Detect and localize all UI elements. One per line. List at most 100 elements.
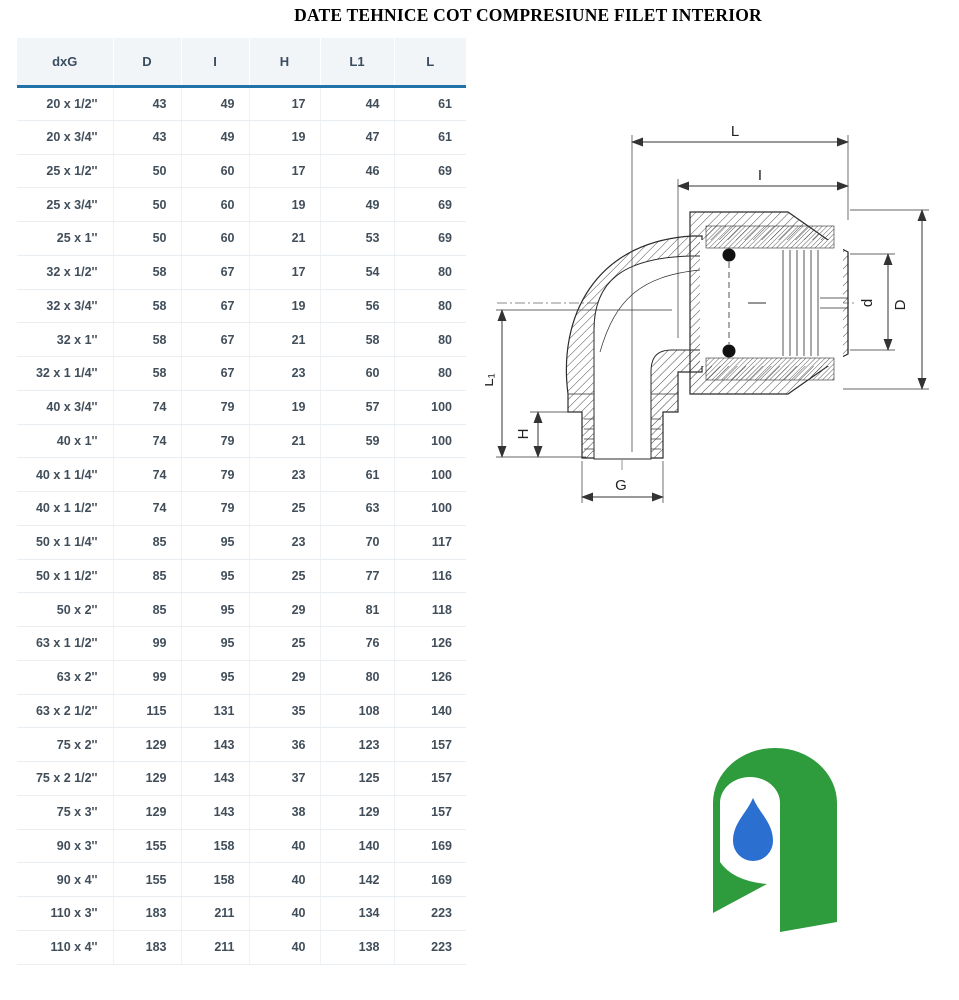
table-cell: 80 <box>319 660 394 695</box>
table-cell: 20 x 1/2'' <box>17 86 113 121</box>
table-cell: 158 <box>180 829 249 864</box>
table-row: 32 x 1 1/4'' 58 67 23 60 80 <box>17 356 466 391</box>
table-cell: 95 <box>180 525 249 560</box>
table-cell: 100 <box>393 390 466 425</box>
dim-label-I: I <box>758 167 762 184</box>
table-cell: 50 x 1 1/2'' <box>17 559 113 594</box>
table-cell: 40 x 3/4'' <box>17 390 113 425</box>
table-cell: 19 <box>248 289 320 324</box>
table-cell: 74 <box>112 491 181 526</box>
table-cell: 108 <box>319 694 394 729</box>
table-cell: 23 <box>248 457 320 492</box>
table-cell: 57 <box>319 390 394 425</box>
table-cell: 115 <box>112 694 181 729</box>
table-row: 25 x 1'' 50 60 21 53 69 <box>17 221 466 256</box>
table-cell: 43 <box>112 120 181 155</box>
table-cell: 61 <box>319 457 394 492</box>
table-cell: 49 <box>180 86 249 121</box>
table-cell: 43 <box>112 86 181 121</box>
table-cell: 183 <box>112 930 181 965</box>
table-cell: 23 <box>248 525 320 560</box>
dim-label-d: d <box>859 299 876 307</box>
table-cell: 63 x 2'' <box>17 660 113 695</box>
table-cell: 40 x 1'' <box>17 424 113 459</box>
table-cell: 50 x 2'' <box>17 592 113 627</box>
table-cell: 85 <box>112 559 181 594</box>
header-cell: D <box>112 38 181 88</box>
table-row: 50 x 2'' 85 95 29 81 118 <box>17 592 466 627</box>
table-cell: 80 <box>393 322 466 357</box>
table-cell: 223 <box>393 896 466 931</box>
table-cell: 19 <box>248 187 320 222</box>
table-cell: 38 <box>248 795 320 830</box>
table-cell: 53 <box>319 221 394 256</box>
table-cell: 47 <box>319 120 394 155</box>
table-cell: 99 <box>112 626 181 661</box>
table-cell: 125 <box>319 761 394 796</box>
table-cell: 110 x 4'' <box>17 930 113 965</box>
table-cell: 143 <box>180 727 249 762</box>
table-row: 32 x 1'' 58 67 21 58 80 <box>17 322 466 357</box>
table-cell: 70 <box>319 525 394 560</box>
dim-label-D: D <box>892 299 909 310</box>
table-cell: 58 <box>319 322 394 357</box>
table-row: 20 x 1/2'' 43 49 17 44 61 <box>17 86 466 121</box>
table-row: 40 x 1 1/4'' 74 79 23 61 100 <box>17 457 466 492</box>
table-cell: 35 <box>248 694 320 729</box>
table-cell: 40 <box>248 862 320 897</box>
table-cell: 46 <box>319 154 394 189</box>
table-cell: 95 <box>180 559 249 594</box>
table-row: 50 x 1 1/4'' 85 95 23 70 117 <box>17 525 466 560</box>
table-row: 75 x 2 1/2'' 129 143 37 125 157 <box>17 761 466 796</box>
table-cell: 50 <box>112 187 181 222</box>
table-cell: 40 <box>248 930 320 965</box>
table-cell: 19 <box>248 390 320 425</box>
table-cell: 99 <box>112 660 181 695</box>
table-cell: 25 <box>248 491 320 526</box>
table-cell: 157 <box>393 761 466 796</box>
dim-label-L1: L₁ <box>485 373 497 386</box>
table-cell: 80 <box>393 356 466 391</box>
dimension-lines <box>496 135 929 503</box>
o-ring-top <box>722 248 736 262</box>
table-cell: 59 <box>319 424 394 459</box>
header-cell: H <box>248 38 320 88</box>
table-cell: 63 x 1 1/2'' <box>17 626 113 661</box>
table-cell: 116 <box>393 559 466 594</box>
table-cell: 67 <box>180 255 249 290</box>
o-ring-bottom <box>722 344 736 358</box>
table-cell: 23 <box>248 356 320 391</box>
table-cell: 158 <box>180 862 249 897</box>
table-cell: 44 <box>319 86 394 121</box>
table-cell: 117 <box>393 525 466 560</box>
table-cell: 17 <box>248 86 320 121</box>
table-cell: 40 <box>248 829 320 864</box>
table-cell: 169 <box>393 862 466 897</box>
table-cell: 40 <box>248 896 320 931</box>
table-cell: 100 <box>393 491 466 526</box>
table-cell: 67 <box>180 322 249 357</box>
table-cell: 79 <box>180 491 249 526</box>
table-cell: 79 <box>180 424 249 459</box>
table-cell: 32 x 1'' <box>17 322 113 357</box>
table-cell: 54 <box>319 255 394 290</box>
table-cell: 61 <box>393 120 466 155</box>
table-cell: 36 <box>248 727 320 762</box>
table-row: 20 x 3/4'' 43 49 19 47 61 <box>17 120 466 155</box>
table-cell: 126 <box>393 660 466 695</box>
table-header: dxG D I H L1 L <box>17 38 466 88</box>
table-cell: 143 <box>180 795 249 830</box>
table-cell: 60 <box>319 356 394 391</box>
table-cell: 19 <box>248 120 320 155</box>
table-cell: 129 <box>112 795 181 830</box>
table-cell: 75 x 2 1/2'' <box>17 761 113 796</box>
table-cell: 25 x 1/2'' <box>17 154 113 189</box>
table-row: 32 x 1/2'' 58 67 17 54 80 <box>17 255 466 290</box>
table-row: 90 x 4'' 155 158 40 142 169 <box>17 862 466 897</box>
table-cell: 25 x 1'' <box>17 221 113 256</box>
table-cell: 223 <box>393 930 466 965</box>
table-row: 32 x 3/4'' 58 67 19 56 80 <box>17 289 466 324</box>
table-row: 25 x 3/4'' 50 60 19 49 69 <box>17 187 466 222</box>
table-cell: 63 x 2 1/2'' <box>17 694 113 729</box>
table-row: 50 x 1 1/2'' 85 95 25 77 116 <box>17 559 466 594</box>
